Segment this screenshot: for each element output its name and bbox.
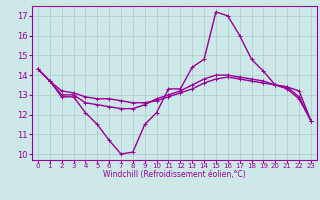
X-axis label: Windchill (Refroidissement éolien,°C): Windchill (Refroidissement éolien,°C) bbox=[103, 170, 246, 179]
